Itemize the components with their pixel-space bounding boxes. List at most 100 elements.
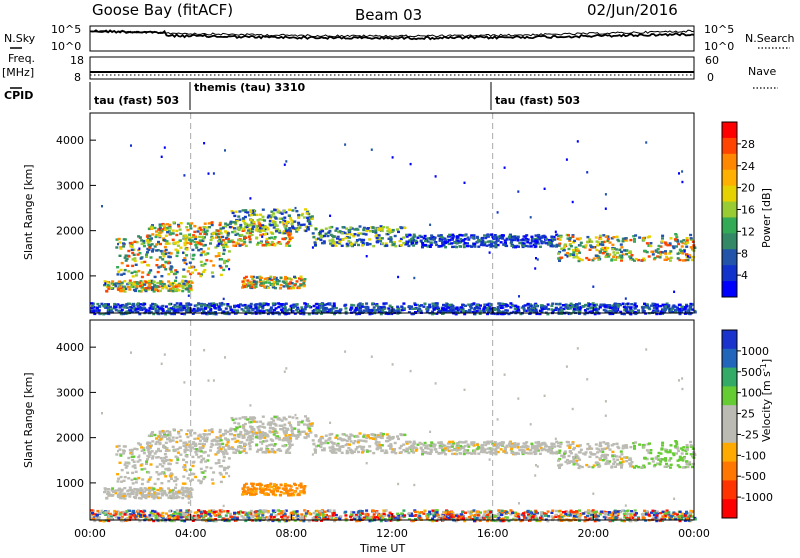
power-echo — [670, 237, 673, 239]
power-echo — [463, 246, 466, 248]
power-echo — [249, 197, 251, 199]
power-echo — [232, 241, 235, 243]
power-echo — [159, 231, 162, 233]
power-echo — [576, 238, 579, 240]
power-echo — [372, 227, 375, 229]
velocity-echo — [174, 480, 177, 482]
velocity-echo — [539, 443, 542, 445]
velocity-echo — [194, 476, 197, 478]
power-echo — [268, 244, 271, 246]
velocity-echo — [268, 451, 271, 453]
velocity-echo — [629, 459, 632, 461]
power-echo — [566, 158, 568, 160]
velocity-echo — [166, 438, 169, 440]
power-echo — [530, 236, 533, 238]
power-echo — [167, 273, 170, 275]
velocity-echo — [670, 444, 673, 446]
velocity-echo — [255, 444, 258, 446]
velocity-echo — [147, 481, 150, 483]
power-echo — [614, 307, 617, 309]
velocity-echo — [300, 431, 303, 433]
power-echo — [107, 303, 110, 305]
power-echo — [329, 215, 331, 217]
power-echo — [245, 276, 248, 278]
velocity-echo — [354, 440, 357, 442]
velocity-echo — [169, 434, 172, 436]
velocity-echo — [295, 417, 298, 419]
power-echo — [572, 249, 575, 251]
velocity-echo — [359, 432, 362, 434]
velocity-echo — [677, 464, 680, 466]
power-echo — [120, 269, 123, 271]
velocity-echo — [253, 420, 256, 422]
power-echo — [104, 282, 106, 284]
power-echo — [234, 221, 237, 223]
power-echo — [159, 225, 162, 227]
power-echo — [303, 224, 306, 226]
power-echo — [431, 303, 434, 305]
power-echo — [641, 259, 644, 261]
power-echo — [185, 240, 188, 242]
velocity-echo — [159, 450, 162, 452]
power-echo — [599, 251, 602, 253]
power-echo — [140, 239, 143, 241]
velocity-echo — [649, 449, 652, 451]
power-echo — [105, 290, 108, 292]
velocity-echo — [497, 446, 500, 448]
power-echo — [489, 307, 492, 309]
velocity-echo — [246, 439, 249, 441]
power-echo — [568, 248, 571, 250]
power-echo — [266, 238, 269, 240]
power-echo — [148, 246, 151, 248]
velocity-echo — [188, 474, 191, 476]
velocity-echo — [297, 436, 300, 438]
velocity-echo — [440, 452, 443, 454]
power-echo — [394, 235, 397, 237]
power-echo — [353, 244, 356, 246]
power-echo — [300, 306, 303, 308]
velocity-echo — [339, 445, 342, 447]
power-echo — [131, 246, 134, 248]
velocity-echo — [273, 451, 276, 453]
power-echo — [132, 303, 135, 305]
power-echo — [596, 240, 599, 242]
power-echo — [455, 246, 458, 248]
power-echo — [169, 309, 172, 311]
velocity-echo — [620, 458, 623, 460]
power-echo — [279, 218, 282, 220]
velocity-echo — [579, 451, 582, 453]
power-echo — [437, 234, 440, 236]
velocity-echo — [648, 442, 651, 444]
velocity-echo — [530, 452, 533, 454]
power-echo — [689, 234, 692, 236]
power-echo — [655, 251, 658, 253]
noise-right-tick-low: 10^0 — [704, 40, 734, 53]
velocity-echo — [147, 449, 150, 451]
power-echo — [338, 310, 341, 312]
velocity-echo — [558, 467, 561, 469]
power-echo — [309, 216, 312, 218]
velocity-echo — [202, 433, 205, 435]
power-echo — [443, 309, 446, 311]
velocity-echo — [550, 452, 553, 454]
power-echo — [619, 254, 622, 256]
power-echo — [218, 252, 221, 254]
velocity-echo — [329, 446, 332, 448]
velocity-echo — [505, 452, 508, 454]
power-echo — [104, 280, 107, 282]
velocity-echo — [643, 457, 646, 459]
power-echo — [654, 257, 657, 259]
velocity-echo — [212, 439, 215, 441]
velocity-echo — [629, 446, 632, 448]
power-echo — [450, 242, 453, 244]
power-echo — [557, 257, 560, 259]
power-echo — [617, 306, 620, 308]
power-echo — [317, 238, 320, 240]
velocity-echo — [212, 471, 215, 473]
power-echo — [130, 285, 133, 287]
power-echo — [228, 250, 231, 252]
power-echo — [107, 284, 110, 286]
velocity-echo — [515, 444, 518, 446]
power-echo — [518, 242, 521, 244]
power-echo — [440, 245, 443, 247]
